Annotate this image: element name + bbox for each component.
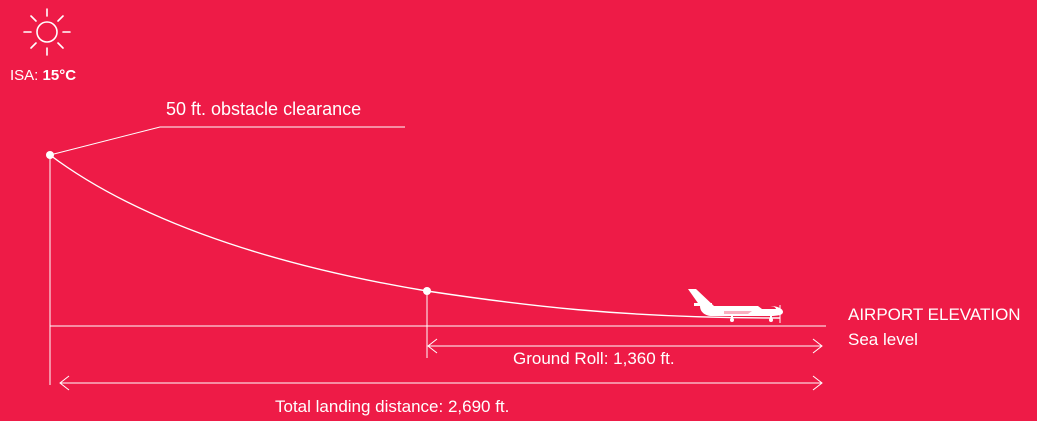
isa-temperature-label: ISA: 15°C bbox=[10, 68, 76, 83]
isa-prefix: ISA: bbox=[10, 67, 43, 84]
obstacle-point bbox=[46, 151, 54, 159]
obstacle-clearance-label: 50 ft. obstacle clearance bbox=[166, 99, 362, 119]
ground-roll-arrow bbox=[427, 338, 823, 354]
sun-icon bbox=[23, 8, 71, 56]
airplane-icon bbox=[688, 289, 783, 322]
airport-elevation-title: AIRPORT ELEVATION bbox=[848, 305, 1021, 324]
isa-value: 15°C bbox=[42, 67, 77, 84]
total-landing-distance-label: Total landing distance: 2,690 ft. bbox=[275, 397, 510, 416]
total-distance-arrow bbox=[59, 375, 823, 391]
ground-roll-label: Ground Roll: 1,360 ft. bbox=[513, 349, 675, 368]
landing-path-curve bbox=[49, 154, 781, 319]
airport-elevation-value: Sea level bbox=[848, 330, 918, 349]
obstacle-leader-line bbox=[49, 126, 405, 156]
